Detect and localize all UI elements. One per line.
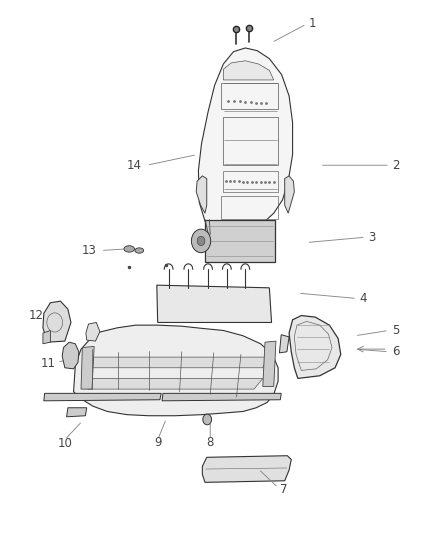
Ellipse shape [124,246,134,252]
Polygon shape [74,325,278,416]
Circle shape [191,229,211,253]
Text: 1: 1 [309,18,316,30]
Text: 10: 10 [57,437,72,450]
Polygon shape [289,316,341,378]
Polygon shape [223,61,274,80]
Polygon shape [81,346,94,389]
Text: 6: 6 [392,345,399,358]
Bar [221,83,278,109]
Polygon shape [44,393,161,401]
Text: 9: 9 [154,436,162,449]
Bar [221,196,278,219]
Text: 4: 4 [359,292,367,305]
Bar [205,220,275,262]
Polygon shape [62,342,79,369]
Polygon shape [92,357,267,368]
Ellipse shape [135,248,144,253]
Polygon shape [157,285,272,322]
Text: 14: 14 [127,159,142,172]
Bar [223,117,278,165]
Bar [223,171,278,192]
Polygon shape [88,378,263,389]
Polygon shape [279,335,289,353]
Circle shape [203,414,212,425]
Text: 11: 11 [40,357,55,370]
Text: 5: 5 [392,324,399,337]
Text: 13: 13 [82,244,97,257]
Text: 12: 12 [28,309,43,322]
Text: 8: 8 [207,436,214,449]
Polygon shape [43,330,50,344]
Polygon shape [198,48,293,225]
Text: 2: 2 [392,159,399,172]
Circle shape [197,236,205,246]
Polygon shape [196,176,207,213]
Polygon shape [285,176,294,213]
Text: 7: 7 [280,483,288,496]
Polygon shape [263,341,276,386]
Polygon shape [202,456,291,482]
Polygon shape [86,322,100,341]
Polygon shape [162,393,281,401]
Text: 3: 3 [368,231,375,244]
Polygon shape [67,408,87,417]
Polygon shape [43,301,71,342]
